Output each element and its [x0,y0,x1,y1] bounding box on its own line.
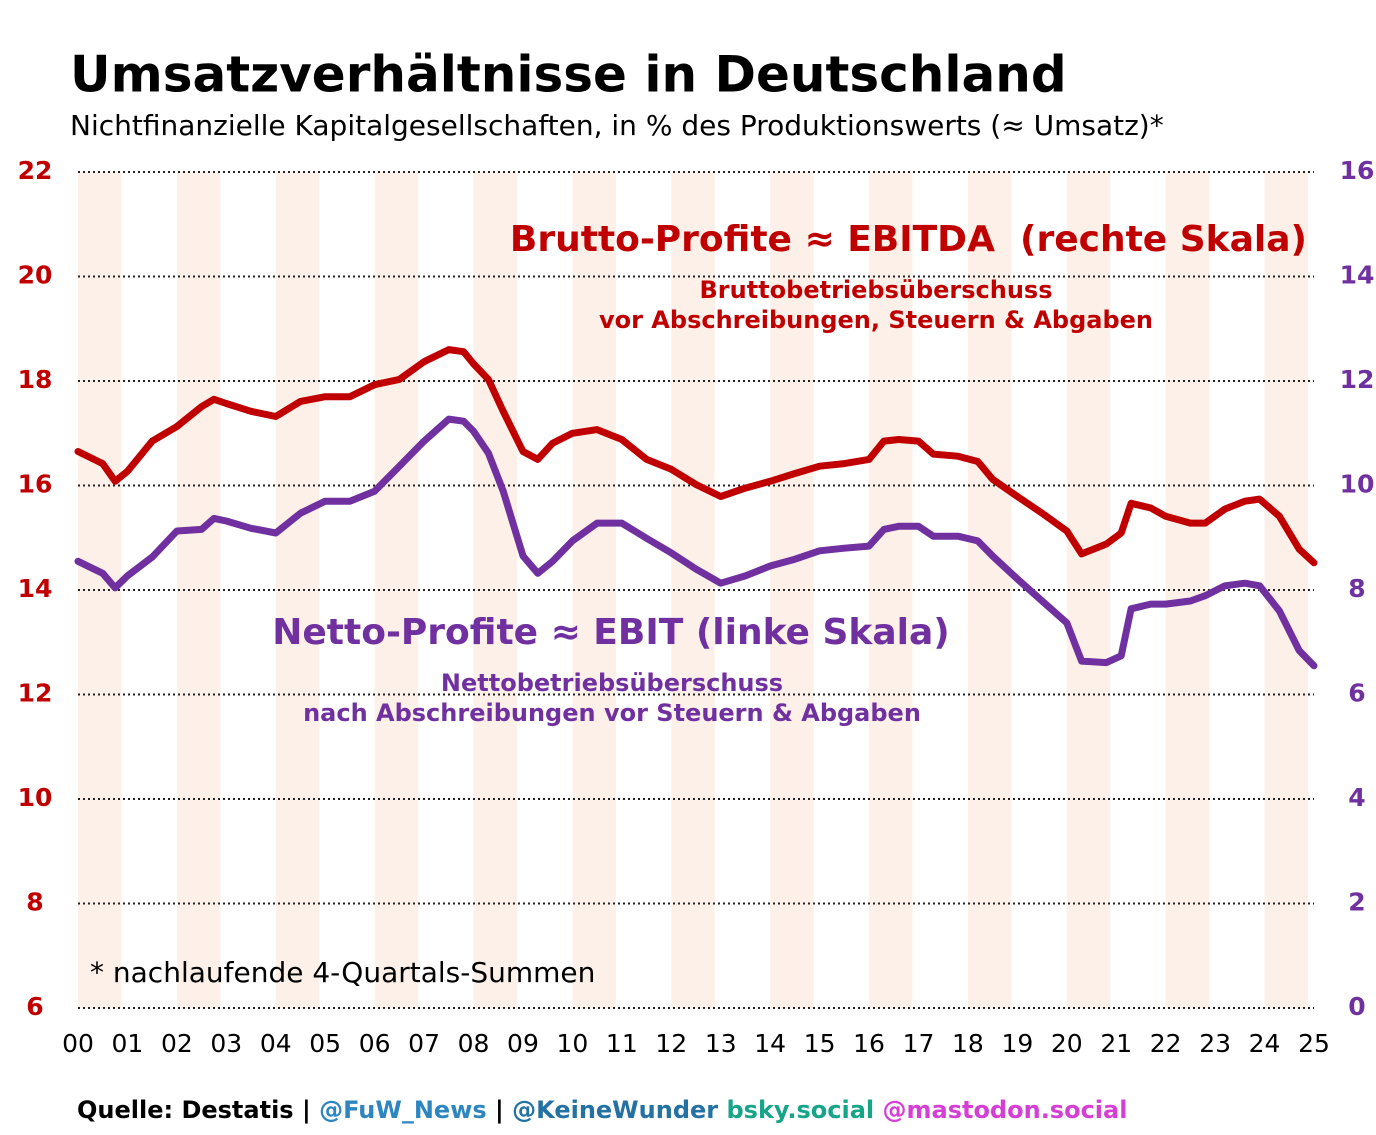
x-tick-label: 10 [556,1029,588,1058]
year-band [473,172,518,1008]
x-tick-label: 05 [309,1029,341,1058]
y-tick-label: 14 [18,574,53,603]
x-tick-label: 07 [408,1029,440,1058]
year-band [770,172,814,1008]
x-tick-label: 17 [903,1029,935,1058]
x-tick-label: 25 [1298,1029,1330,1058]
series-label: Brutto-Profite ≈ EBITDA (rechte Skala) [510,219,1307,260]
y2-tick-label: 4 [1348,783,1365,812]
x-tick-label: 13 [705,1029,737,1058]
y2-tick-label: 2 [1348,888,1365,917]
x-tick-label: 24 [1249,1029,1281,1058]
x-tick-label: 15 [804,1029,836,1058]
series-label: Netto-Profite ≈ EBIT (linke Skala) [272,612,950,653]
y-tick-label: 6 [26,992,43,1021]
x-tick-label: 01 [112,1029,144,1058]
y-tick-label: 12 [18,679,53,708]
y-tick-label: 8 [26,888,43,917]
data-line [74,415,1318,670]
data-line [74,346,1318,567]
y2-tick-label: 8 [1348,574,1365,603]
y2-tick-label: 16 [1340,156,1375,185]
x-tick-label: 16 [853,1029,885,1058]
year-band [374,172,419,1008]
source: Quelle: Destatis | @FuW_News | @KeineWun… [77,1096,1127,1124]
y-tick-label: 22 [18,156,53,185]
y2-tick-label: 6 [1348,679,1365,708]
source-part: bsky.social [726,1096,874,1124]
chart-subtitle: Nichtfinanzielle Kapitalgesellschaften, … [70,109,1164,142]
annotation: nach Abschreibungen vor Steuern & Abgabe… [303,699,921,727]
source-part: @KeineWunder [512,1096,718,1124]
x-tick-label: 23 [1199,1029,1231,1058]
y-tick-label: 20 [18,261,53,290]
x-tick-label: 20 [1051,1029,1083,1058]
source-part: Quelle: Destatis | [77,1096,311,1124]
x-tick-label: 12 [655,1029,687,1058]
annotation: Bruttobetriebsüberschuss [699,276,1052,304]
x-tick-label: 18 [952,1029,984,1058]
x-tick-label: 00 [62,1029,94,1058]
y-tick-label: 10 [18,783,53,812]
annotation: Nettobetriebsüberschuss [441,669,783,697]
year-band [275,172,320,1008]
chart-title: Umsatzverhältnisse in Deutschland [70,46,1067,104]
y2-tick-label: 12 [1340,365,1375,394]
x-tick-label: 04 [260,1029,292,1058]
x-tick-label: 06 [359,1029,391,1058]
y2-tick-label: 10 [1340,470,1375,499]
year-band [869,172,913,1008]
x-tick-label: 19 [1001,1029,1033,1058]
y2-tick-label: 0 [1348,992,1365,1021]
x-tick-label: 09 [507,1029,539,1058]
x-tick-label: 02 [161,1029,193,1058]
x-tick-label: 11 [606,1029,638,1058]
x-tick-label: 03 [210,1029,242,1058]
y-tick-label: 18 [18,365,53,394]
source-part: | [495,1096,504,1124]
annotation: vor Abschreibungen, Steuern & Abgaben [599,306,1153,334]
y2-tick-label: 14 [1340,261,1375,290]
year-band [1264,172,1309,1008]
x-tick-label: 22 [1150,1029,1182,1058]
source-part: @FuW_News [319,1096,487,1124]
year-band [1165,172,1210,1008]
y-tick-label: 16 [18,470,53,499]
source-part: @mastodon.social [882,1096,1127,1124]
footnote: * nachlaufende 4-Quartals-Summen [90,956,595,989]
x-tick-label: 21 [1100,1029,1132,1058]
x-tick-label: 14 [754,1029,786,1058]
x-tick-label: 08 [458,1029,490,1058]
